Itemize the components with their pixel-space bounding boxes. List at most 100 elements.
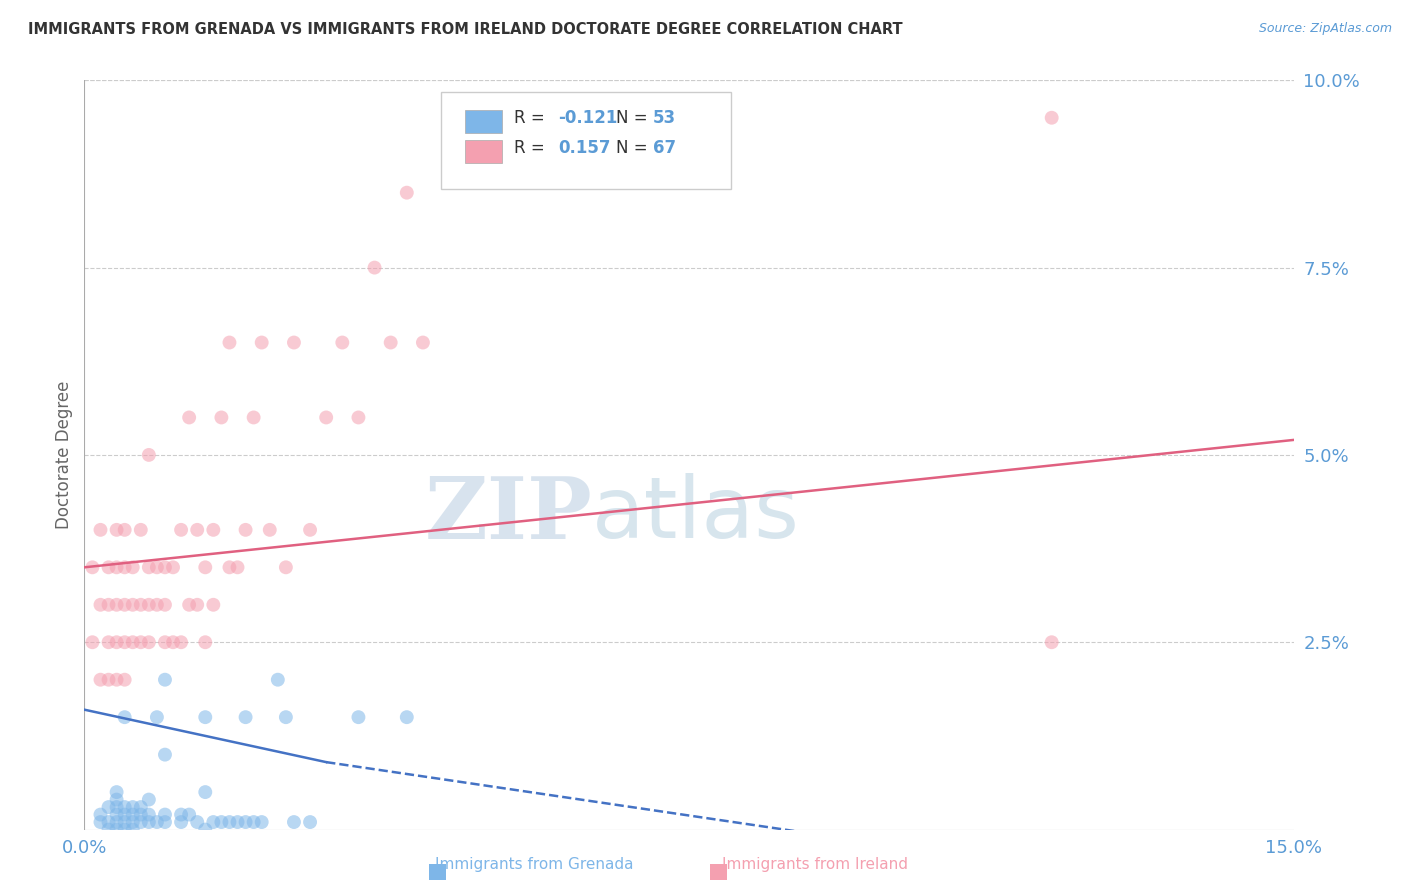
Point xyxy=(105,598,128,612)
Point xyxy=(186,523,208,537)
Point xyxy=(129,807,152,822)
Point xyxy=(82,635,104,649)
Point xyxy=(235,815,257,830)
Point xyxy=(138,792,160,806)
Point xyxy=(209,815,232,830)
Text: atlas: atlas xyxy=(592,474,800,557)
Point xyxy=(179,807,201,822)
Point xyxy=(97,560,120,574)
Y-axis label: Doctorate Degree: Doctorate Degree xyxy=(55,381,73,529)
Text: 53: 53 xyxy=(652,109,676,127)
Point xyxy=(114,560,136,574)
Point xyxy=(114,673,136,687)
Point xyxy=(170,523,193,537)
Point xyxy=(146,560,169,574)
Point xyxy=(395,186,418,200)
Point xyxy=(89,807,111,822)
Point xyxy=(114,807,136,822)
Point xyxy=(153,560,176,574)
Point xyxy=(250,335,273,350)
Point xyxy=(209,410,232,425)
Point xyxy=(153,807,176,822)
Point xyxy=(194,822,217,837)
Point xyxy=(179,410,201,425)
Point xyxy=(105,800,128,814)
Point xyxy=(97,598,120,612)
Text: Source: ZipAtlas.com: Source: ZipAtlas.com xyxy=(1258,22,1392,36)
Point xyxy=(138,807,160,822)
Point xyxy=(226,815,249,830)
Point xyxy=(105,673,128,687)
Point xyxy=(299,815,322,830)
Text: IMMIGRANTS FROM GRENADA VS IMMIGRANTS FROM IRELAND DOCTORATE DEGREE CORRELATION : IMMIGRANTS FROM GRENADA VS IMMIGRANTS FR… xyxy=(28,22,903,37)
Bar xyxy=(465,140,502,162)
Point xyxy=(153,673,176,687)
Point xyxy=(105,807,128,822)
Point xyxy=(153,598,176,612)
Point xyxy=(146,710,169,724)
Point xyxy=(412,335,434,350)
Point xyxy=(226,560,249,574)
Point xyxy=(170,635,193,649)
Text: 67: 67 xyxy=(652,139,676,157)
Point xyxy=(235,710,257,724)
Text: Immigrants from Grenada: Immigrants from Grenada xyxy=(434,857,634,872)
Point xyxy=(1040,635,1063,649)
Point xyxy=(129,800,152,814)
Point xyxy=(114,710,136,724)
Point xyxy=(330,335,353,350)
Point xyxy=(363,260,385,275)
Point xyxy=(186,598,208,612)
Point xyxy=(97,635,120,649)
Point xyxy=(89,598,111,612)
Point xyxy=(194,560,217,574)
Point xyxy=(218,815,240,830)
Point xyxy=(146,815,169,830)
Point xyxy=(299,523,322,537)
Point xyxy=(89,523,111,537)
Point xyxy=(153,815,176,830)
Point xyxy=(121,635,143,649)
Point xyxy=(105,635,128,649)
Point xyxy=(283,815,305,830)
Point xyxy=(380,335,402,350)
Point xyxy=(162,635,184,649)
Point xyxy=(170,815,193,830)
FancyBboxPatch shape xyxy=(441,92,731,189)
Text: -0.121: -0.121 xyxy=(558,109,617,127)
Point xyxy=(121,560,143,574)
Point xyxy=(274,560,297,574)
Point xyxy=(194,635,217,649)
Point xyxy=(395,710,418,724)
Point xyxy=(114,822,136,837)
Point xyxy=(121,815,143,830)
Point xyxy=(105,523,128,537)
Point xyxy=(129,598,152,612)
Text: Immigrants from Ireland: Immigrants from Ireland xyxy=(723,857,908,872)
Point xyxy=(138,560,160,574)
Point xyxy=(105,560,128,574)
Point xyxy=(97,815,120,830)
Text: 0.157: 0.157 xyxy=(558,139,610,157)
Point xyxy=(162,560,184,574)
Point xyxy=(235,523,257,537)
Point xyxy=(347,710,370,724)
Point xyxy=(105,815,128,830)
Point xyxy=(242,815,264,830)
Point xyxy=(138,598,160,612)
Point xyxy=(129,523,152,537)
Point xyxy=(186,815,208,830)
Point xyxy=(121,807,143,822)
Point xyxy=(218,335,240,350)
Point xyxy=(170,807,193,822)
Point xyxy=(194,710,217,724)
Point xyxy=(477,148,499,162)
Point xyxy=(121,800,143,814)
Point xyxy=(242,410,264,425)
Point xyxy=(105,822,128,837)
Point xyxy=(202,815,225,830)
Point xyxy=(1040,111,1063,125)
Point xyxy=(121,822,143,837)
Point xyxy=(347,410,370,425)
Point xyxy=(114,800,136,814)
